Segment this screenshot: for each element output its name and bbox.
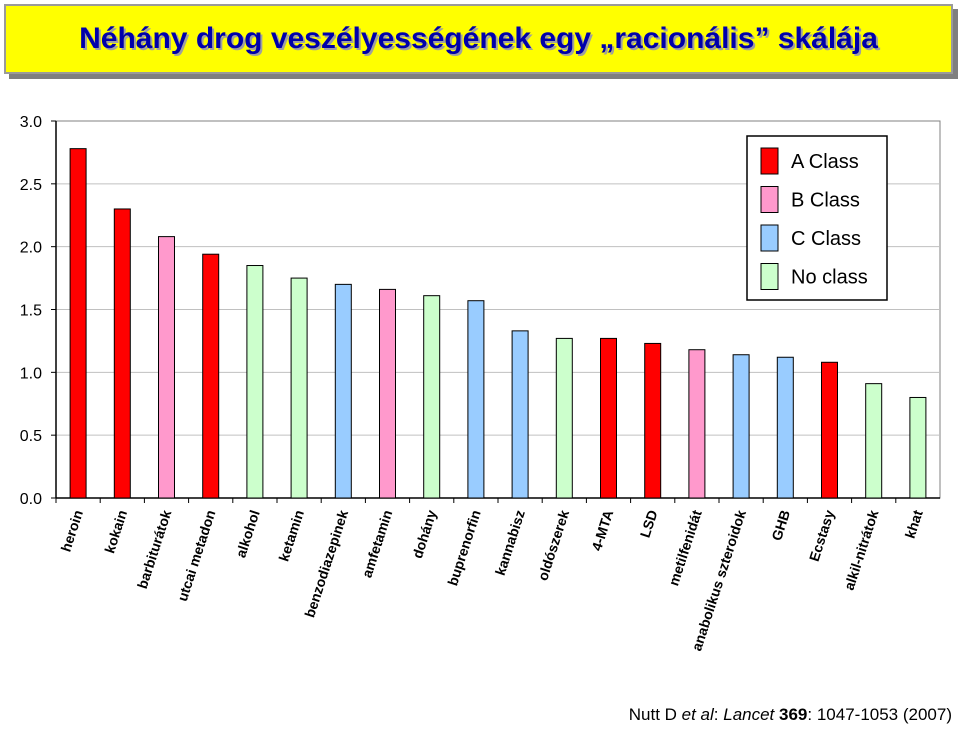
y-tick-label: 0.0	[20, 491, 42, 508]
y-tick-label: 2.0	[20, 240, 42, 257]
citation-authors: Nutt D	[628, 705, 682, 724]
y-tick-label: 0.5	[20, 428, 42, 445]
bar	[732, 354, 750, 499]
bar	[423, 295, 441, 499]
bar	[644, 342, 662, 499]
bar	[865, 383, 883, 499]
x-tick-label: barbiturátok	[134, 508, 175, 591]
x-tick-label: dohány	[409, 508, 440, 560]
x-tick-label: metilfenidát	[665, 508, 705, 588]
bar	[69, 148, 87, 499]
x-tick-label: heroin	[58, 508, 86, 554]
x-tick-label: kannabisz	[492, 508, 528, 577]
citation-volume: 369	[779, 705, 808, 724]
legend-label: B Class	[791, 190, 860, 212]
title-banner: Néhány drog veszélyességének egy „racion…	[4, 4, 953, 74]
bar	[246, 265, 264, 499]
x-tick-label: LSD	[637, 508, 661, 540]
citation-etal: et al	[681, 705, 714, 724]
bar	[600, 337, 617, 499]
x-tick-label: Ecstasy	[806, 508, 838, 563]
legend-label: C Class	[791, 228, 861, 250]
y-tick-label: 1.0	[20, 365, 42, 382]
x-tick-label: GHB	[768, 508, 793, 543]
x-tick-label: amfetamin	[358, 508, 395, 580]
bar	[290, 277, 308, 499]
legend-swatch	[760, 263, 779, 290]
x-tick-label: benzodiazepinek	[301, 508, 351, 620]
bar	[821, 361, 838, 499]
y-tick-label: 3.0	[20, 114, 42, 131]
y-tick-label: 1.5	[20, 303, 42, 320]
x-tick-label: buprenorfin	[444, 508, 483, 588]
y-tick-label: 2.5	[20, 177, 42, 194]
page-title: Néhány drog veszélyességének egy „racion…	[79, 22, 878, 55]
bar	[113, 208, 131, 499]
legend-swatch	[760, 186, 779, 213]
x-tick-label: 4-MTA	[588, 508, 616, 553]
x-tick-label: alkohol	[232, 508, 262, 560]
x-tick-label: oldószerek	[534, 508, 572, 583]
legend-label: A Class	[791, 151, 859, 173]
citation-journal: Lancet	[723, 705, 775, 724]
citation: Nutt D et al: Lancet 369: 1047-1053 (200…	[629, 705, 952, 725]
citation-colon: :	[713, 705, 724, 724]
bar	[158, 236, 175, 499]
legend-swatch	[760, 147, 779, 175]
x-tick-label: utcai metadon	[174, 508, 219, 603]
bar	[776, 356, 794, 499]
x-tick-label: ketamin	[275, 508, 307, 563]
bar	[379, 288, 396, 499]
bar	[909, 396, 927, 499]
bar	[202, 253, 220, 499]
bar	[555, 337, 573, 499]
x-tick-label: alkil-nitrátok	[841, 508, 882, 592]
bar	[467, 300, 485, 499]
legend-swatch	[760, 224, 779, 252]
x-tick-label: kokain	[101, 508, 130, 555]
bar	[334, 283, 352, 499]
legend-label: No class	[791, 267, 868, 289]
citation-pages: : 1047-1053 (2007)	[807, 705, 952, 724]
x-tick-label: khat	[902, 508, 926, 541]
bar	[511, 330, 529, 499]
bar	[688, 349, 706, 499]
